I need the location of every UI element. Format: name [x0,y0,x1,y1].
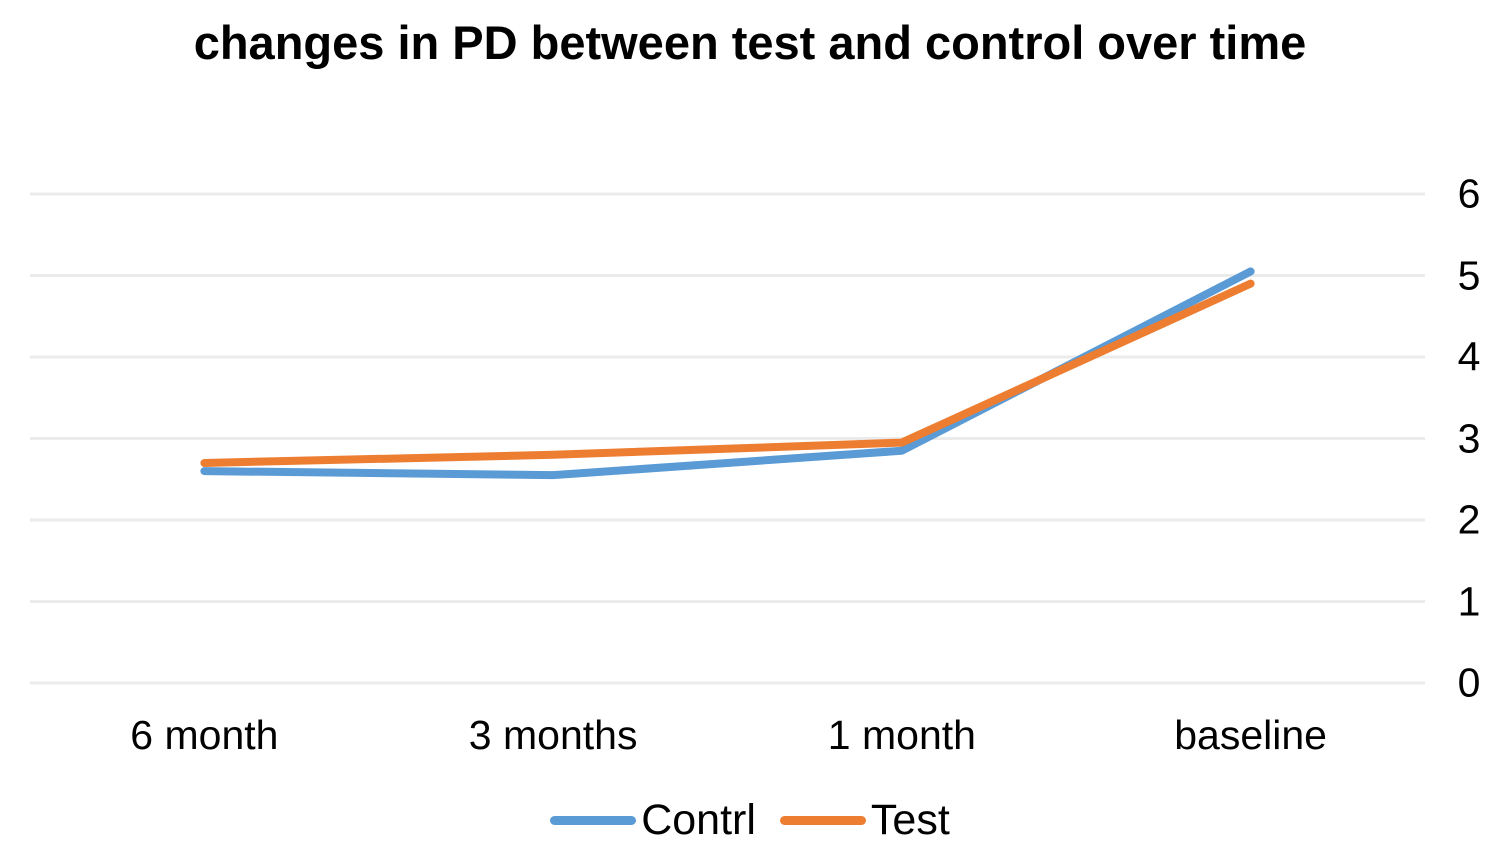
y-tick-label: 1 [1457,578,1481,624]
y-tick-label: 0 [1457,659,1481,706]
chart-title: changes in PD between test and control o… [0,12,1500,75]
x-category-label: 6 month [130,712,279,758]
legend-item-test: Test [779,796,950,845]
x-category-label: 1 month [827,712,976,758]
series-line-test [200,279,1255,467]
y-tick-label: 6 [1457,170,1481,217]
legend: Contrl Test [0,796,1500,845]
legend-label: Test [870,796,950,844]
chart-title-text: changes in PD between test and control o… [193,16,1307,69]
y-tick-label: 2 [1457,496,1481,543]
legend-item-contrl: Contrl [550,796,756,845]
x-category-label: baseline [1174,712,1327,758]
legend-swatch-contrl [550,816,637,825]
y-tick-label: 4 [1457,333,1481,380]
series-line-contrl [200,267,1255,480]
x-category-label: 3 months [468,712,638,758]
legend-swatch-test [779,816,866,825]
legend-label: Contrl [641,796,756,844]
y-tick-label: 5 [1457,252,1481,298]
y-tick-label: 3 [1457,415,1481,461]
